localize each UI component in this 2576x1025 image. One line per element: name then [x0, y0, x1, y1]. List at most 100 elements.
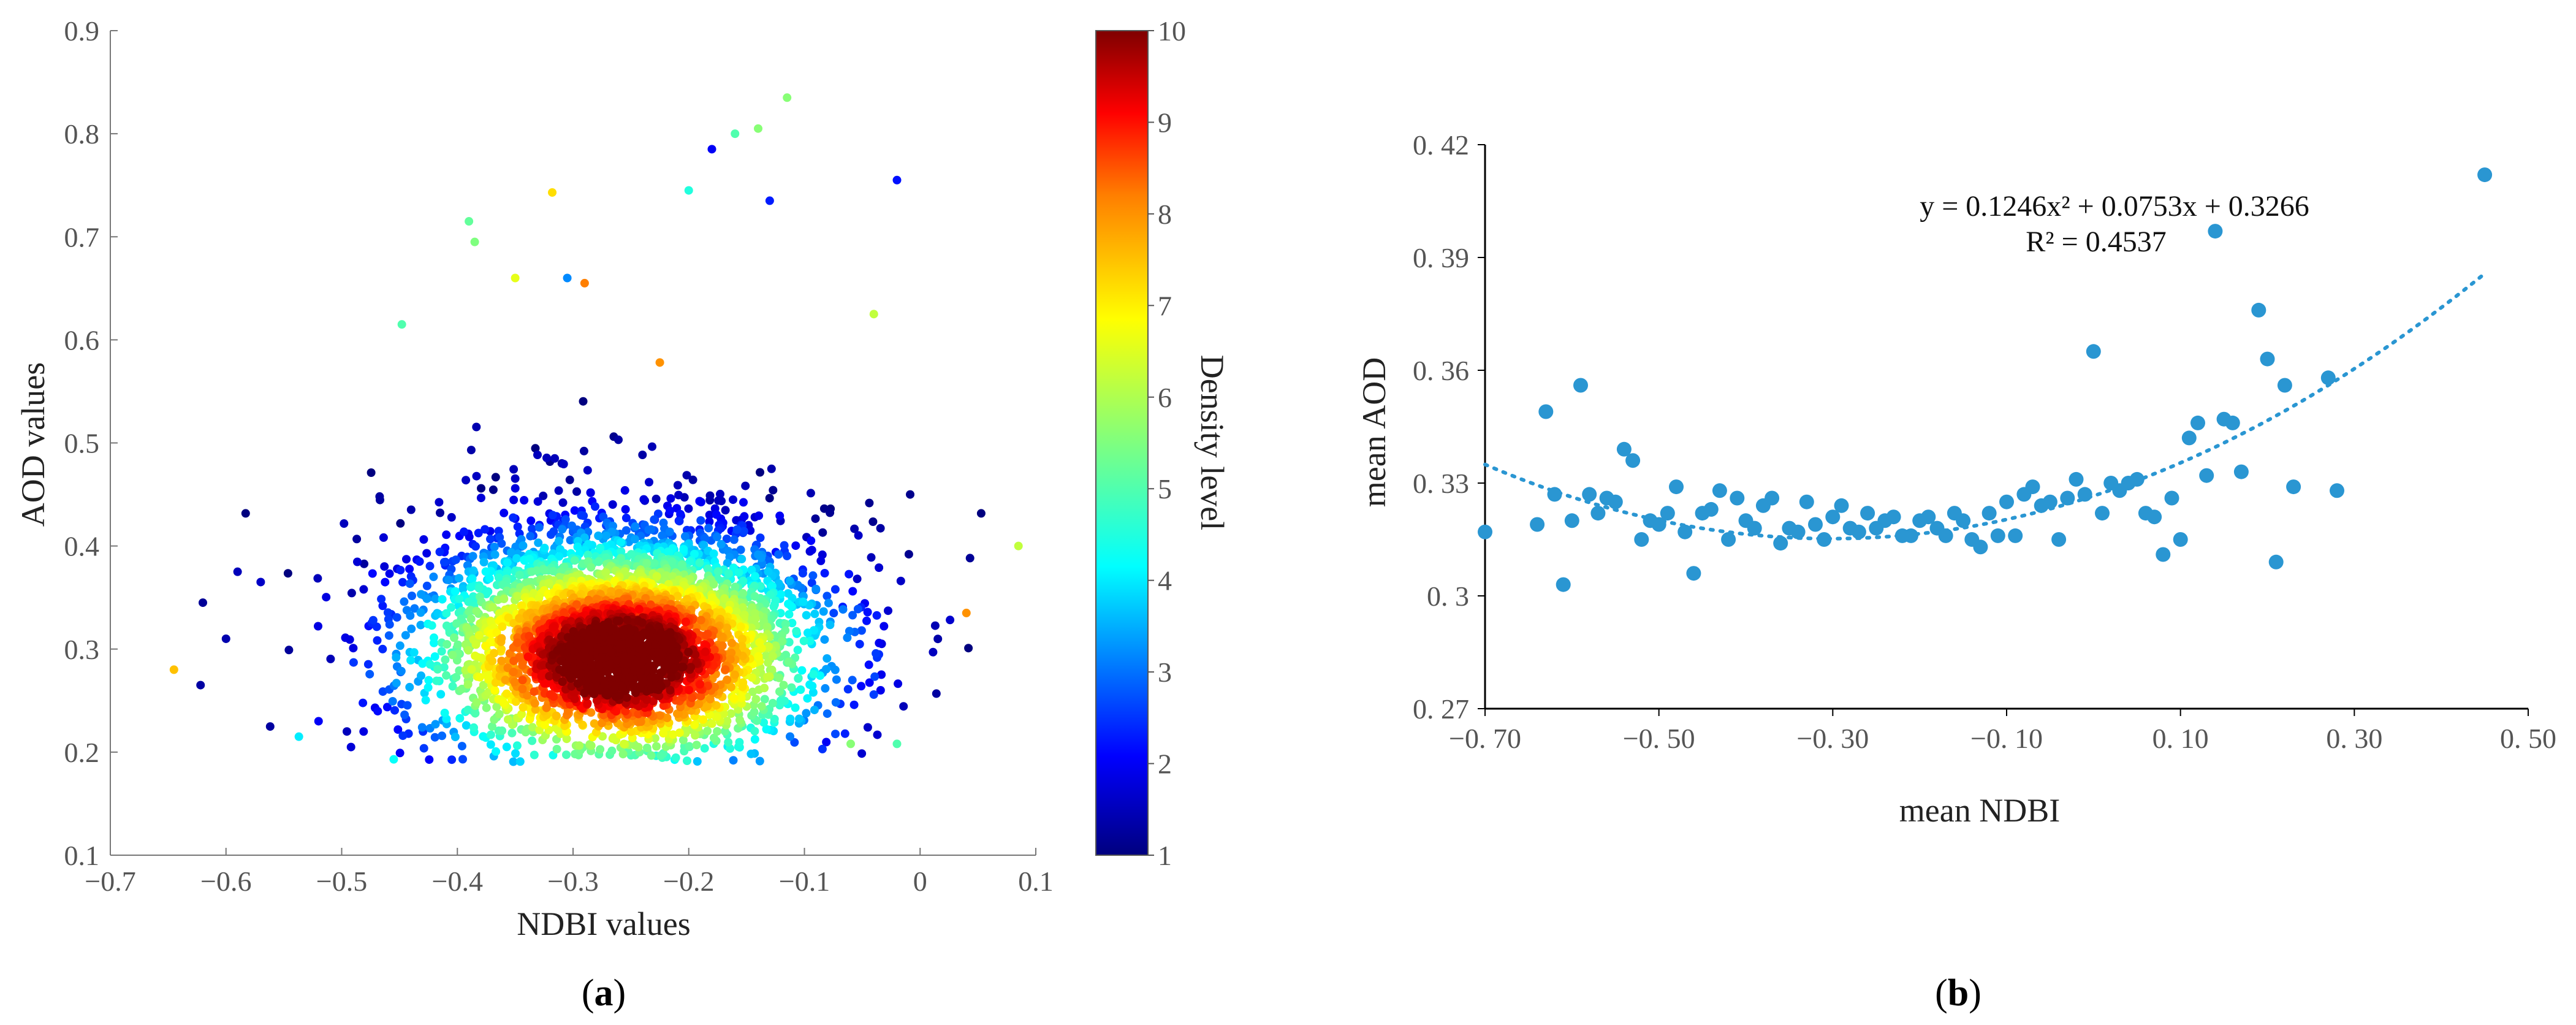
- data-point: [1999, 494, 2014, 509]
- density-point: [738, 682, 747, 692]
- density-point: [500, 508, 509, 517]
- density-point: [436, 508, 444, 517]
- density-point: [705, 511, 714, 519]
- density-point: [617, 547, 626, 556]
- density-point: [884, 606, 892, 615]
- density-point: [502, 689, 511, 698]
- density-point: [419, 535, 428, 544]
- density-point: [604, 618, 613, 627]
- density-point: [326, 654, 335, 663]
- density-point: [831, 730, 840, 739]
- density-point: [832, 675, 841, 684]
- data-point: [1956, 513, 1971, 528]
- density-point: [904, 550, 913, 559]
- density-point: [756, 533, 765, 543]
- density-point: [807, 578, 816, 587]
- density-point: [666, 655, 675, 664]
- density-point: [577, 669, 586, 678]
- density-point: [468, 574, 477, 584]
- density-point: [490, 715, 499, 724]
- outlier-point: [655, 358, 664, 367]
- density-point: [802, 611, 811, 620]
- data-point: [1703, 501, 1719, 517]
- density-point: [422, 594, 431, 603]
- density-point: [712, 653, 721, 662]
- density-point: [746, 526, 755, 535]
- density-point: [580, 653, 590, 663]
- density-point: [550, 454, 560, 463]
- density-point: [455, 574, 463, 583]
- density-point: [863, 608, 872, 617]
- density-point: [602, 531, 610, 540]
- density-point: [656, 680, 664, 689]
- density-point: [776, 590, 785, 599]
- density-point: [443, 640, 452, 649]
- density-point: [906, 490, 914, 499]
- density-point: [727, 648, 736, 657]
- density-point: [713, 567, 723, 576]
- density-point: [633, 656, 642, 665]
- density-point: [810, 609, 819, 619]
- density-point: [656, 630, 666, 639]
- density-point: [658, 531, 667, 540]
- x-tick-label: 0. 10: [2152, 723, 2209, 754]
- density-point: [798, 569, 807, 578]
- density-point: [818, 744, 827, 753]
- density-point: [691, 731, 700, 740]
- density-point: [831, 698, 840, 707]
- density-point: [565, 641, 574, 650]
- density-point: [684, 504, 693, 513]
- y-tick-label: 0.1: [64, 840, 100, 871]
- density-point: [894, 679, 903, 688]
- density-point: [392, 679, 401, 688]
- density-point: [734, 568, 743, 577]
- density-point: [685, 557, 694, 566]
- x-tick-label: −0. 30: [1796, 723, 1869, 754]
- density-point: [875, 563, 884, 572]
- y-tick-label: 0.6: [64, 324, 100, 356]
- density-point: [444, 576, 454, 584]
- density-point: [809, 669, 818, 679]
- density-point: [284, 646, 294, 655]
- x-tick-label: 0. 50: [2500, 723, 2556, 754]
- data-point: [2199, 468, 2214, 483]
- density-point: [723, 675, 732, 684]
- density-point: [479, 558, 488, 566]
- density-point: [416, 608, 425, 617]
- density-point: [756, 582, 765, 591]
- density-point: [679, 544, 688, 554]
- data-point: [1686, 566, 1701, 581]
- density-point: [791, 541, 800, 551]
- density-point: [703, 726, 712, 736]
- density-point: [678, 663, 688, 671]
- density-point: [933, 634, 943, 644]
- y-tick-label: 0.2: [64, 737, 100, 768]
- density-point: [436, 690, 446, 699]
- density-point: [673, 709, 682, 718]
- density-point: [466, 582, 475, 592]
- density-point: [549, 566, 558, 576]
- density-point: [405, 579, 414, 589]
- density-point: [405, 682, 414, 692]
- density-point: [682, 617, 690, 627]
- density-point: [741, 481, 750, 490]
- density-point: [442, 609, 451, 618]
- density-point: [504, 613, 513, 622]
- density-point: [471, 709, 480, 718]
- density-point: [455, 666, 464, 675]
- density-point: [558, 498, 568, 507]
- density-point: [709, 580, 718, 589]
- density-point: [377, 595, 386, 604]
- density-point: [474, 528, 483, 538]
- density-point: [530, 750, 539, 760]
- density-point: [452, 673, 461, 682]
- outlier-point: [465, 217, 474, 226]
- density-point: [349, 644, 358, 653]
- density-point: [431, 720, 440, 729]
- density-point: [372, 622, 381, 631]
- density-point: [448, 650, 457, 660]
- density-point: [805, 680, 815, 689]
- density-point: [732, 607, 741, 616]
- data-point: [1904, 528, 1918, 543]
- density-point: [659, 729, 668, 738]
